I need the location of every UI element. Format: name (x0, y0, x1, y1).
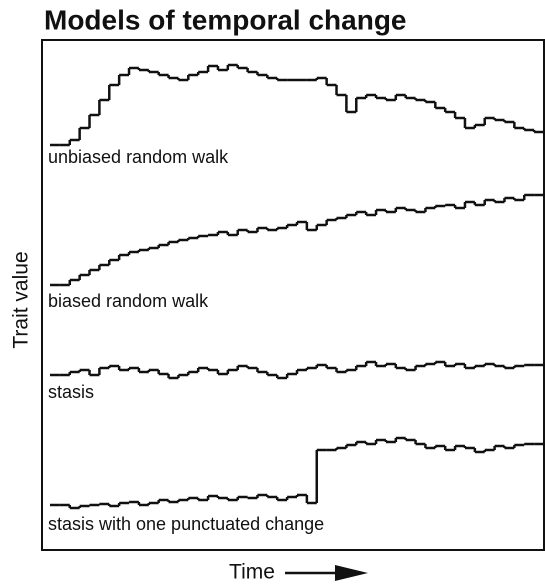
series-label: stasis with one punctuated change (48, 514, 324, 534)
time-arrow (285, 565, 368, 581)
step-connector (68, 362, 526, 378)
x-axis-label: Time (229, 561, 275, 584)
series-label: biased random walk (48, 291, 209, 311)
chart-title: Models of temporal change (44, 4, 407, 35)
series-label: unbiased random walk (48, 147, 229, 167)
series-label: stasis (48, 382, 94, 402)
plot-frame (41, 39, 545, 551)
step-connector (68, 65, 536, 145)
step-connector (68, 195, 526, 285)
y-axis-label: Trait value (10, 251, 33, 348)
